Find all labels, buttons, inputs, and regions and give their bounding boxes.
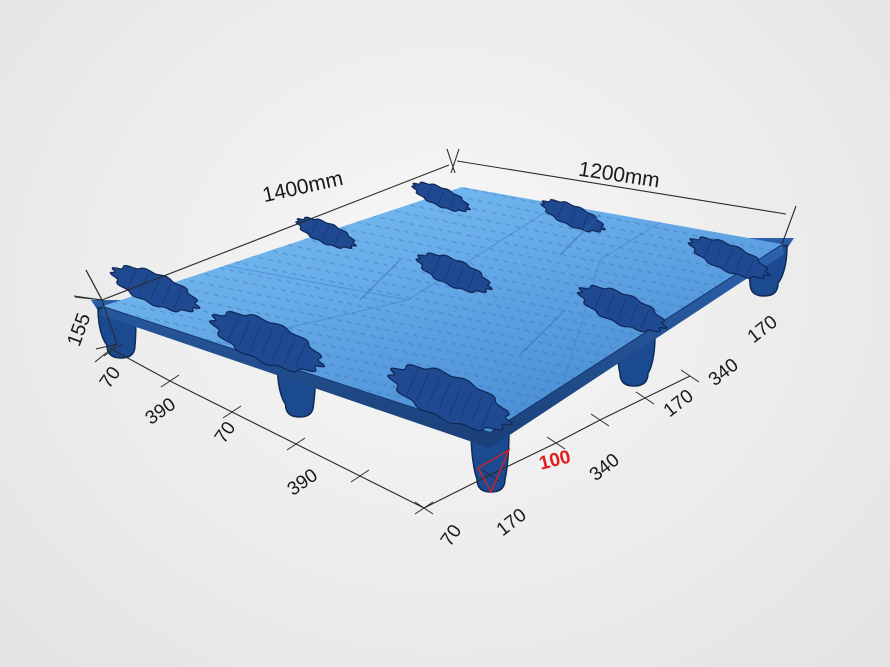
svg-text:390: 390 <box>142 394 180 429</box>
svg-text:340: 340 <box>586 450 624 486</box>
svg-text:70: 70 <box>96 363 125 392</box>
svg-text:100: 100 <box>537 447 573 475</box>
svg-text:70: 70 <box>437 521 466 550</box>
svg-text:170: 170 <box>493 505 531 541</box>
svg-text:170: 170 <box>744 312 782 348</box>
svg-text:390: 390 <box>284 465 322 500</box>
svg-text:1400mm: 1400mm <box>260 167 345 207</box>
svg-text:155: 155 <box>63 310 95 349</box>
svg-text:170: 170 <box>660 386 698 422</box>
svg-text:340: 340 <box>705 355 743 391</box>
svg-text:70: 70 <box>211 418 240 447</box>
